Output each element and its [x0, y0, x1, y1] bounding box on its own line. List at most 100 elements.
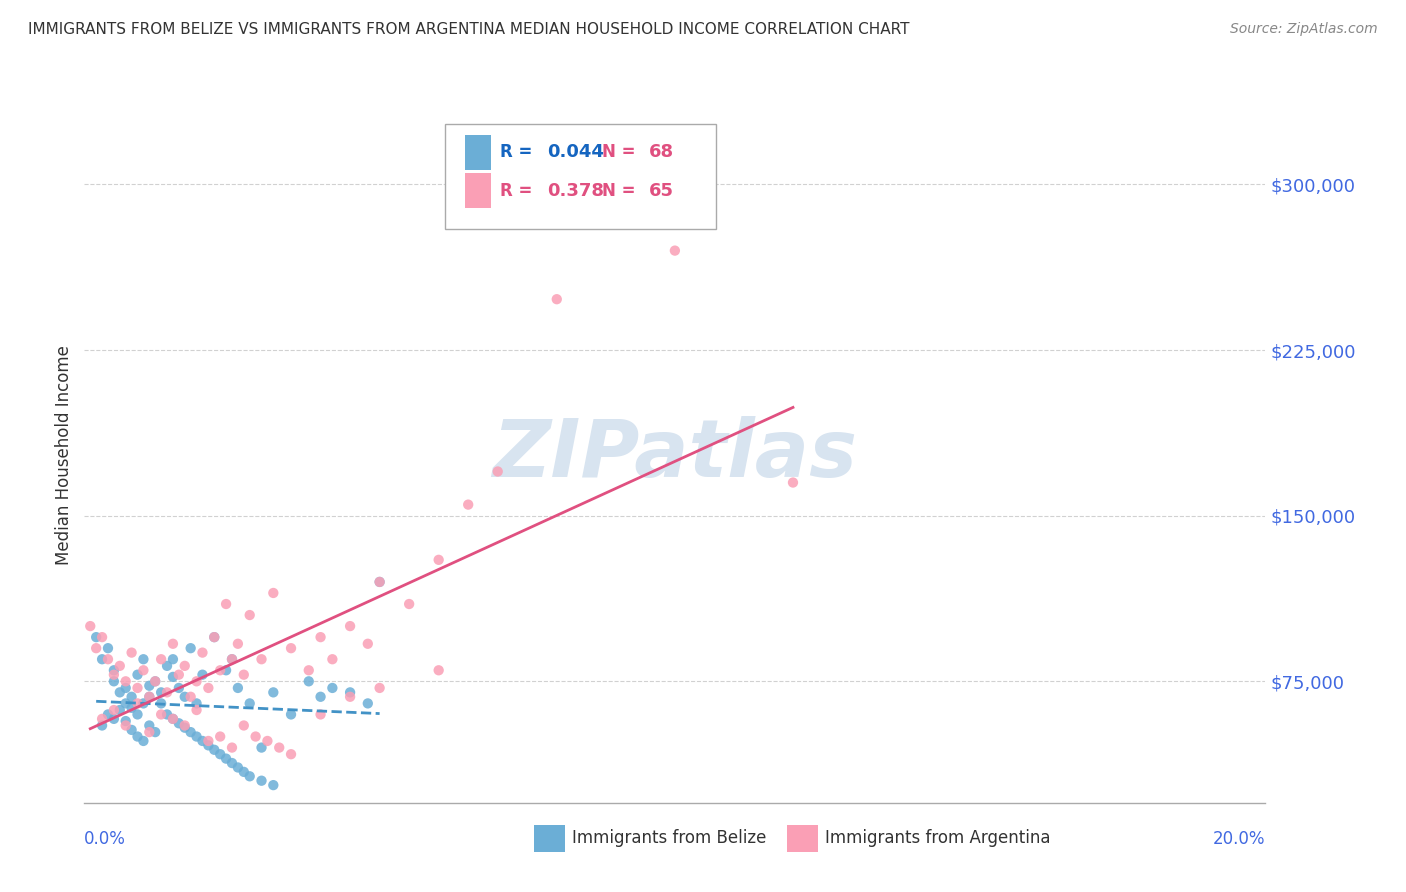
- Text: 20.0%: 20.0%: [1213, 830, 1265, 847]
- Point: [197, 681, 219, 695]
- Point: [162, 670, 184, 684]
- Point: [339, 685, 361, 699]
- Point: [162, 712, 184, 726]
- Point: [114, 681, 136, 695]
- Point: [232, 718, 254, 732]
- Point: [398, 597, 420, 611]
- Point: [221, 652, 243, 666]
- Point: [239, 769, 262, 783]
- Text: R =: R =: [501, 182, 533, 200]
- Point: [84, 641, 107, 656]
- Point: [221, 756, 243, 770]
- Point: [132, 663, 155, 677]
- Point: [309, 690, 332, 704]
- Point: [103, 712, 125, 726]
- Point: [150, 685, 173, 699]
- Point: [173, 721, 195, 735]
- Point: [91, 712, 114, 726]
- Text: N =: N =: [602, 182, 636, 200]
- Point: [114, 718, 136, 732]
- Point: [186, 703, 208, 717]
- Point: [108, 658, 131, 673]
- Point: [162, 637, 184, 651]
- Point: [262, 778, 284, 792]
- Point: [215, 751, 238, 765]
- Point: [226, 760, 249, 774]
- Point: [191, 667, 214, 681]
- Point: [138, 718, 160, 732]
- Point: [191, 646, 214, 660]
- Bar: [464, 173, 491, 208]
- Point: [167, 667, 190, 681]
- Point: [197, 739, 219, 753]
- Point: [84, 630, 107, 644]
- Point: [143, 725, 166, 739]
- Text: 0.0%: 0.0%: [84, 830, 127, 847]
- Text: Immigrants from Argentina: Immigrants from Argentina: [825, 830, 1050, 847]
- Point: [457, 498, 479, 512]
- Point: [180, 641, 202, 656]
- Point: [127, 667, 149, 681]
- Point: [91, 630, 114, 644]
- Text: Immigrants from Belize: Immigrants from Belize: [572, 830, 766, 847]
- Point: [97, 652, 120, 666]
- Point: [156, 707, 179, 722]
- Point: [197, 734, 219, 748]
- Text: IMMIGRANTS FROM BELIZE VS IMMIGRANTS FROM ARGENTINA MEDIAN HOUSEHOLD INCOME CORR: IMMIGRANTS FROM BELIZE VS IMMIGRANTS FRO…: [28, 22, 910, 37]
- Point: [486, 465, 509, 479]
- Point: [103, 667, 125, 681]
- Text: N =: N =: [602, 144, 636, 161]
- Point: [127, 730, 149, 744]
- Point: [138, 679, 160, 693]
- Point: [121, 646, 143, 660]
- Text: 0.044: 0.044: [547, 144, 605, 161]
- Point: [138, 690, 160, 704]
- Point: [309, 707, 332, 722]
- Point: [132, 734, 155, 748]
- Point: [132, 697, 155, 711]
- Point: [309, 630, 332, 644]
- Point: [114, 697, 136, 711]
- Point: [250, 773, 273, 788]
- Point: [186, 697, 208, 711]
- Point: [245, 730, 267, 744]
- Point: [427, 663, 450, 677]
- Point: [226, 681, 249, 695]
- Point: [156, 685, 179, 699]
- Point: [167, 716, 190, 731]
- Point: [143, 674, 166, 689]
- Point: [202, 743, 225, 757]
- Point: [103, 663, 125, 677]
- Point: [215, 663, 238, 677]
- Point: [209, 747, 232, 762]
- Point: [167, 681, 190, 695]
- Point: [103, 674, 125, 689]
- Point: [280, 707, 302, 722]
- Point: [127, 681, 149, 695]
- Point: [215, 597, 238, 611]
- Text: ZIPatlas: ZIPatlas: [492, 416, 858, 494]
- Point: [143, 674, 166, 689]
- Point: [298, 663, 321, 677]
- Point: [156, 658, 179, 673]
- Point: [546, 292, 568, 306]
- Point: [280, 641, 302, 656]
- Point: [173, 658, 195, 673]
- Point: [339, 690, 361, 704]
- Point: [173, 718, 195, 732]
- Point: [339, 619, 361, 633]
- Point: [108, 685, 131, 699]
- Point: [91, 652, 114, 666]
- Point: [239, 697, 262, 711]
- Point: [321, 681, 343, 695]
- Point: [121, 701, 143, 715]
- Point: [250, 652, 273, 666]
- Point: [357, 637, 380, 651]
- Point: [150, 652, 173, 666]
- Point: [221, 652, 243, 666]
- Point: [298, 674, 321, 689]
- Point: [180, 725, 202, 739]
- Point: [202, 630, 225, 644]
- Point: [239, 608, 262, 623]
- Point: [114, 714, 136, 728]
